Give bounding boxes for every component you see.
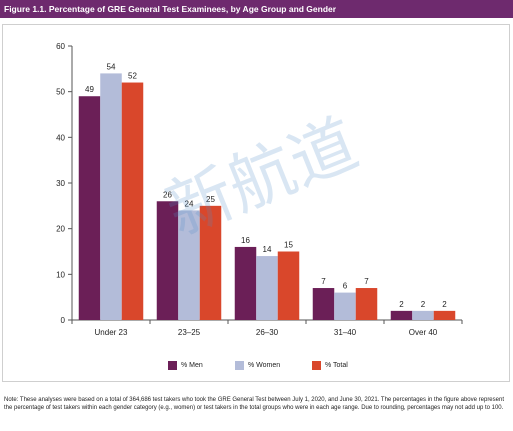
- bar: [78, 96, 101, 320]
- legend-item-total: % Total: [312, 361, 348, 370]
- bar-value-label: 2: [399, 300, 404, 309]
- y-tick-label: 40: [56, 133, 65, 142]
- legend-label-men: % Men: [181, 362, 203, 369]
- bar: [256, 256, 278, 320]
- bar: [156, 201, 179, 320]
- bar: [412, 310, 434, 320]
- legend-item-women: % Women: [235, 361, 280, 370]
- bar: [390, 310, 413, 320]
- legend-swatch-total: [312, 361, 321, 370]
- bar-value-label: 26: [163, 190, 172, 199]
- figure-title: Figure 1.1. Percentage of GRE General Te…: [0, 0, 513, 18]
- y-tick-label: 10: [56, 270, 65, 279]
- bar-value-label: 14: [263, 245, 272, 254]
- x-category-label: 23–25: [178, 328, 201, 337]
- legend-swatch-men: [168, 361, 177, 370]
- bar: [178, 210, 200, 320]
- y-tick-label: 20: [56, 225, 65, 234]
- y-tick-label: 60: [56, 42, 65, 51]
- bar-value-label: 2: [442, 300, 447, 309]
- figure-note: Note: These analyses were based on a tot…: [4, 397, 504, 411]
- x-category-label: 31–40: [334, 328, 357, 337]
- bar-value-label: 6: [343, 282, 348, 291]
- legend-label-total: % Total: [325, 362, 348, 369]
- legend-swatch-women: [235, 361, 244, 370]
- bar-value-label: 2: [421, 300, 426, 309]
- bar: [334, 292, 356, 320]
- x-category-label: 26–30: [256, 328, 279, 337]
- bar: [312, 288, 335, 320]
- bar: [121, 82, 144, 321]
- chart-legend: % Men % Women % Total: [0, 361, 513, 373]
- legend-item-men: % Men: [168, 361, 203, 370]
- x-category-label: Over 40: [409, 328, 438, 337]
- bar-value-label: 16: [241, 236, 250, 245]
- bar: [234, 246, 257, 320]
- bar-value-label: 52: [128, 72, 137, 81]
- bar-value-label: 54: [107, 62, 116, 71]
- bar-value-label: 25: [206, 195, 215, 204]
- bar-value-label: 7: [321, 277, 326, 286]
- legend-label-women: % Women: [248, 362, 281, 369]
- bar: [433, 310, 456, 320]
- y-tick-label: 30: [56, 179, 65, 188]
- bar: [277, 251, 300, 320]
- bar-value-label: 15: [284, 241, 293, 250]
- bar-value-label: 24: [185, 199, 194, 208]
- y-tick-label: 50: [56, 88, 65, 97]
- bar: [199, 205, 222, 320]
- bar: [355, 288, 378, 320]
- y-tick-label: 0: [61, 316, 66, 325]
- bar: [100, 73, 122, 321]
- bar-value-label: 7: [364, 277, 369, 286]
- x-category-label: Under 23: [95, 328, 128, 337]
- bar-value-label: 49: [85, 85, 94, 94]
